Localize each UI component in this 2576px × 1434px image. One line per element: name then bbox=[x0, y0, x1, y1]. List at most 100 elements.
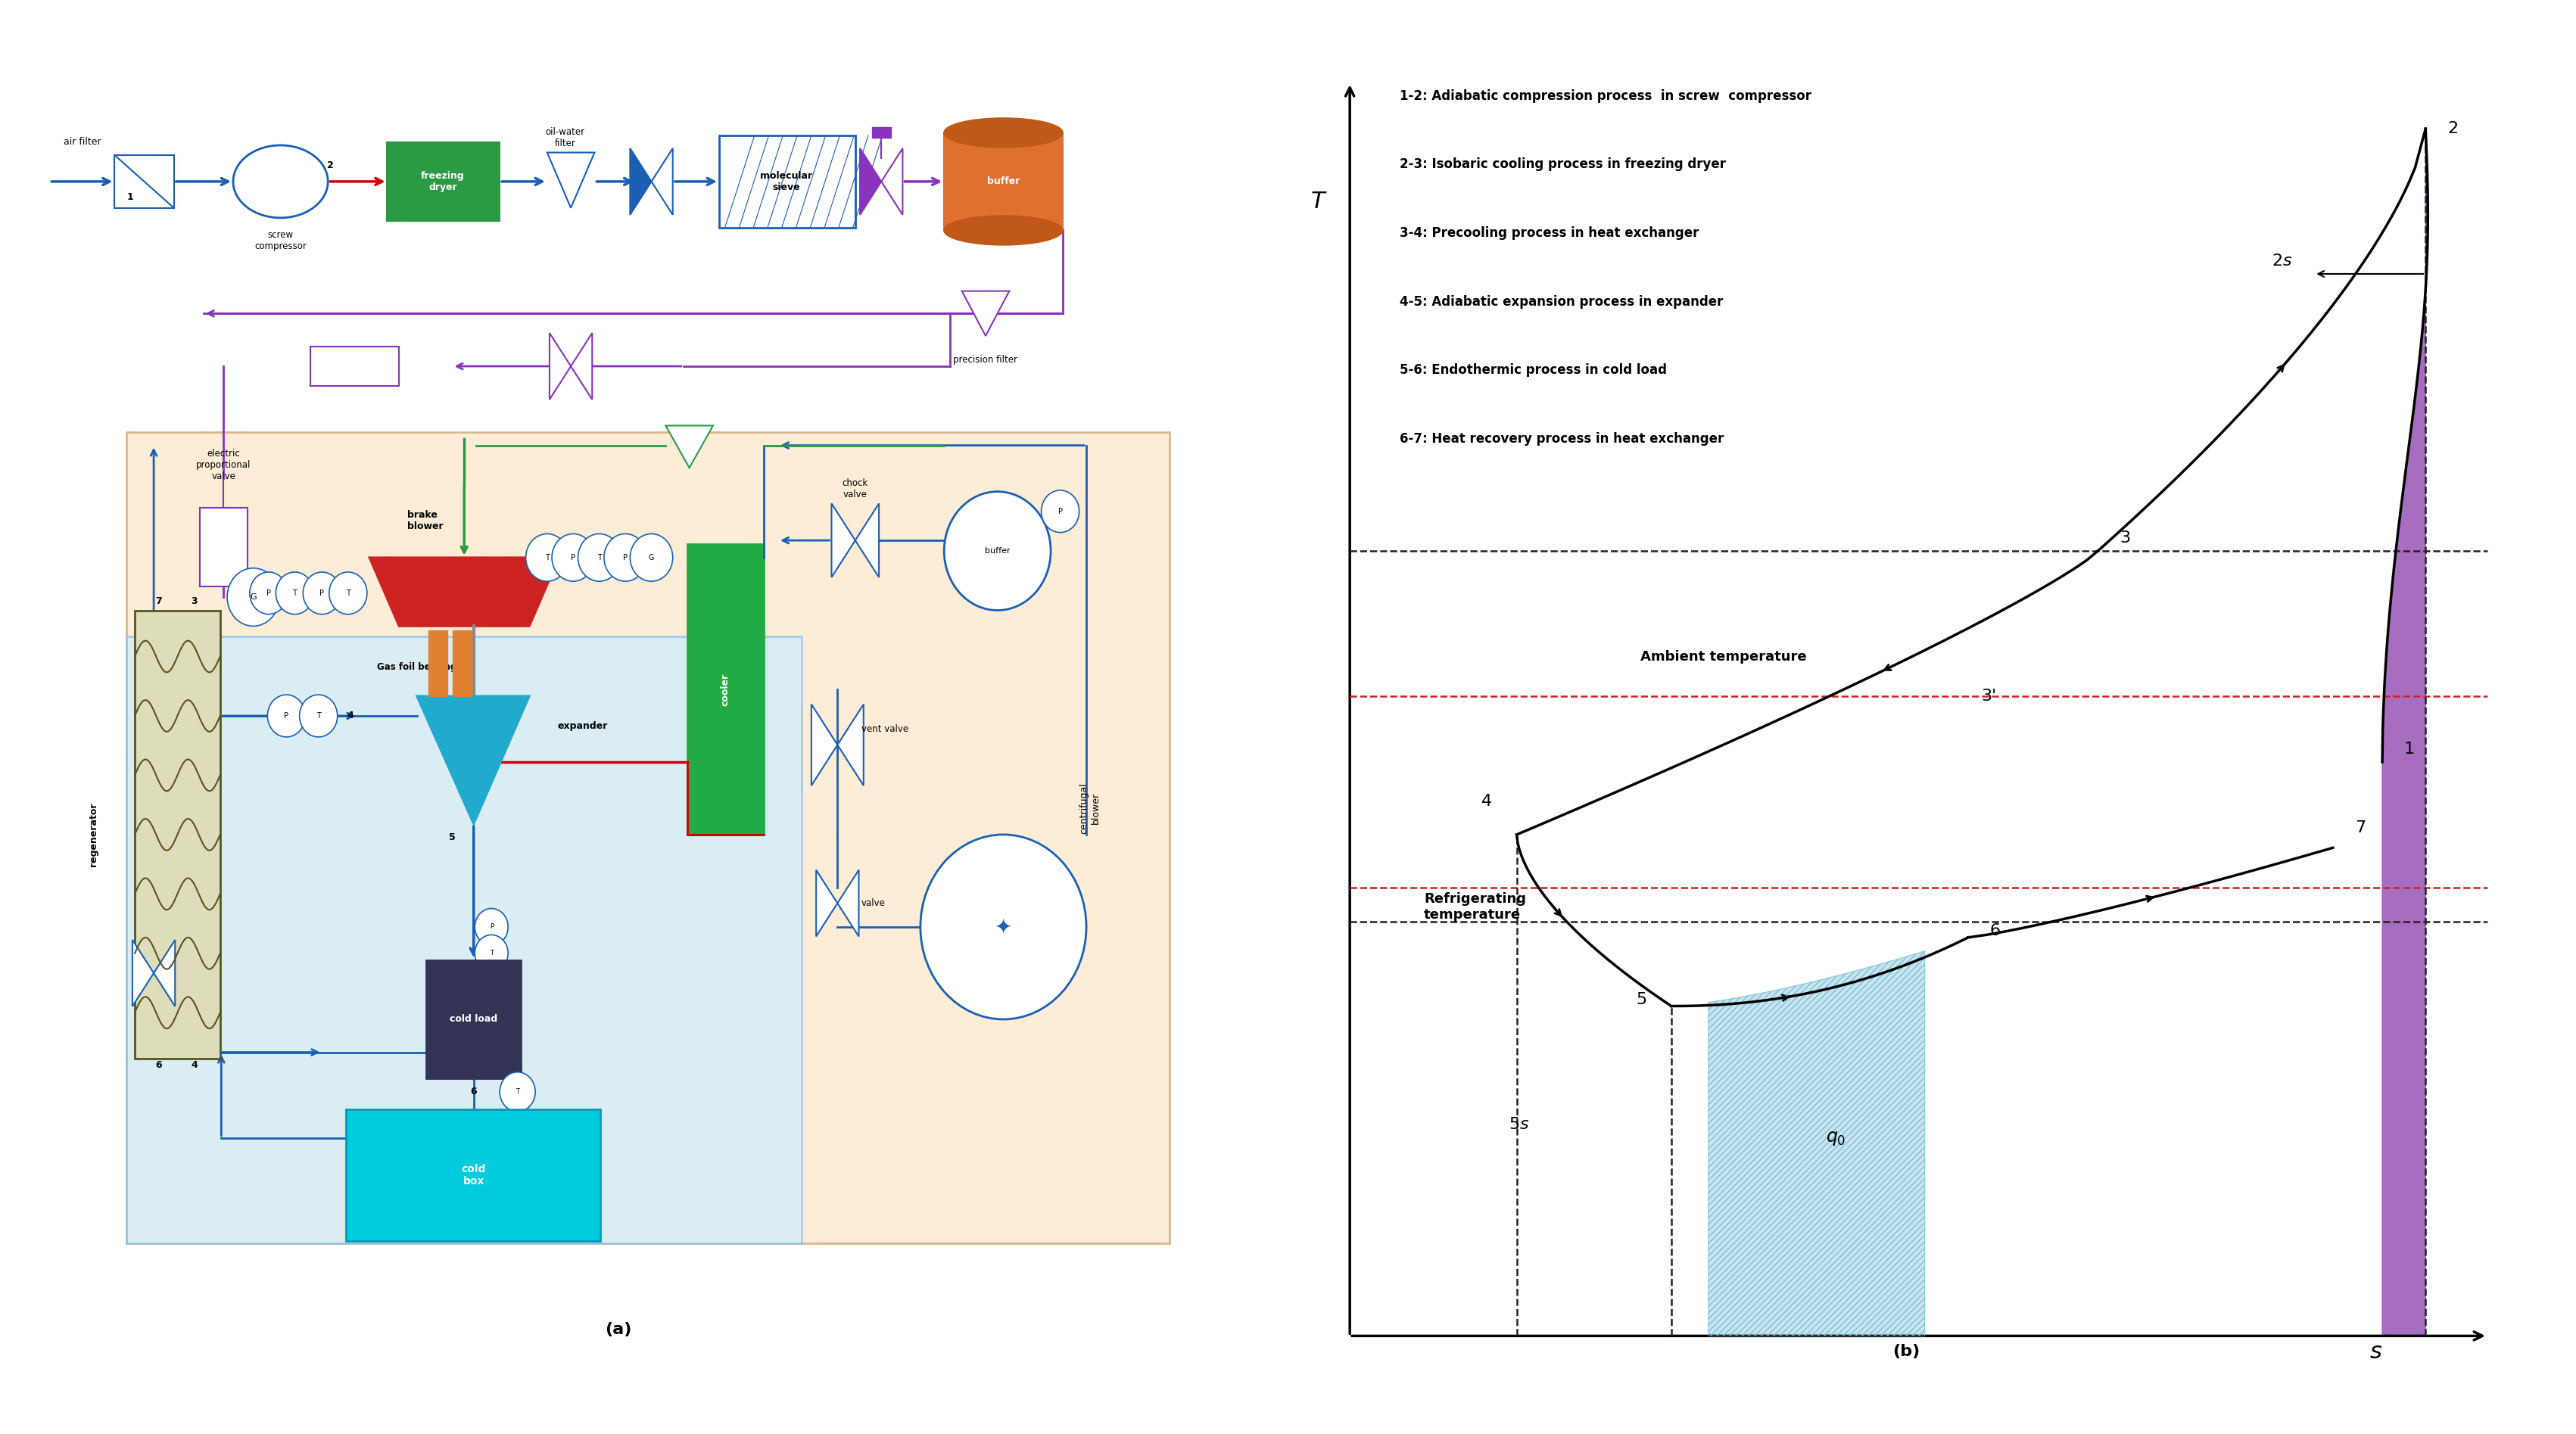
Bar bbox=[453, 630, 471, 695]
Circle shape bbox=[551, 533, 595, 581]
Text: 5: 5 bbox=[448, 832, 456, 842]
Text: G: G bbox=[250, 594, 258, 601]
Polygon shape bbox=[811, 704, 837, 786]
Text: 6-7: Heat recovery process in heat exchanger: 6-7: Heat recovery process in heat excha… bbox=[1399, 432, 1723, 446]
Bar bbox=[386, 142, 500, 221]
Polygon shape bbox=[417, 695, 531, 825]
Text: 6: 6 bbox=[155, 1061, 162, 1070]
Text: T: T bbox=[598, 554, 603, 561]
Text: cooler: cooler bbox=[719, 673, 729, 706]
Circle shape bbox=[603, 533, 647, 581]
Polygon shape bbox=[572, 333, 592, 400]
Text: 2: 2 bbox=[2447, 122, 2458, 136]
Text: 3': 3' bbox=[1981, 688, 1996, 704]
Circle shape bbox=[330, 572, 366, 614]
Circle shape bbox=[577, 533, 621, 581]
Text: valve: valve bbox=[860, 898, 886, 908]
Ellipse shape bbox=[943, 118, 1064, 148]
Text: 3: 3 bbox=[191, 597, 198, 607]
Text: Refrigerating
temperature: Refrigerating temperature bbox=[1425, 892, 1525, 922]
Text: precision filter: precision filter bbox=[953, 354, 1018, 364]
Text: P: P bbox=[572, 554, 574, 561]
Polygon shape bbox=[855, 503, 878, 578]
Text: electric
proportional
valve: electric proportional valve bbox=[196, 449, 250, 482]
Text: P: P bbox=[1059, 508, 1061, 515]
Bar bbox=[126, 637, 801, 1243]
Text: G: G bbox=[649, 554, 654, 561]
Text: (b): (b) bbox=[1893, 1344, 1919, 1359]
Text: air filter: air filter bbox=[64, 138, 100, 146]
Text: P: P bbox=[319, 589, 325, 597]
Text: P: P bbox=[623, 554, 629, 561]
Polygon shape bbox=[631, 148, 652, 215]
Bar bbox=[428, 630, 448, 695]
Text: Gas foil bearing: Gas foil bearing bbox=[376, 663, 456, 673]
Text: regenerator: regenerator bbox=[88, 803, 98, 866]
Bar bbox=[871, 128, 891, 138]
Circle shape bbox=[474, 935, 507, 972]
Text: freezing
dryer: freezing dryer bbox=[420, 171, 464, 192]
Text: T: T bbox=[317, 713, 319, 720]
Text: 3: 3 bbox=[2120, 531, 2130, 545]
Circle shape bbox=[227, 568, 278, 627]
Polygon shape bbox=[1708, 951, 1924, 1336]
Ellipse shape bbox=[234, 145, 327, 218]
Text: (a): (a) bbox=[605, 1322, 631, 1336]
Bar bbox=[309, 347, 399, 386]
Text: 7: 7 bbox=[155, 597, 162, 607]
Polygon shape bbox=[837, 704, 863, 786]
Polygon shape bbox=[201, 508, 247, 587]
Text: chock
valve: chock valve bbox=[842, 479, 868, 499]
Text: $T$: $T$ bbox=[1311, 191, 1327, 212]
Text: cold load: cold load bbox=[451, 1014, 497, 1024]
Text: 4-5: Adiabatic expansion process in expander: 4-5: Adiabatic expansion process in expa… bbox=[1399, 295, 1723, 308]
Bar bbox=[126, 432, 1170, 1243]
Text: $2s$: $2s$ bbox=[2272, 254, 2293, 268]
Text: expander: expander bbox=[556, 721, 608, 731]
Circle shape bbox=[631, 533, 672, 581]
Polygon shape bbox=[665, 426, 714, 467]
Polygon shape bbox=[368, 558, 559, 627]
Polygon shape bbox=[652, 148, 672, 215]
Bar bbox=[945, 133, 1064, 231]
Text: buffer: buffer bbox=[984, 548, 1010, 555]
Circle shape bbox=[500, 1073, 536, 1111]
Circle shape bbox=[474, 909, 507, 945]
Text: 6: 6 bbox=[1989, 923, 2002, 938]
Circle shape bbox=[920, 835, 1087, 1020]
Polygon shape bbox=[961, 291, 1010, 336]
Text: P: P bbox=[265, 589, 270, 597]
Text: 6: 6 bbox=[471, 1087, 477, 1097]
Text: P: P bbox=[489, 923, 495, 931]
Bar bbox=[688, 545, 765, 835]
Text: 2: 2 bbox=[327, 161, 335, 171]
Circle shape bbox=[943, 492, 1051, 611]
Text: T: T bbox=[345, 589, 350, 597]
Circle shape bbox=[299, 694, 337, 737]
Polygon shape bbox=[546, 152, 595, 208]
Text: screw
compressor: screw compressor bbox=[255, 231, 307, 251]
Text: 4: 4 bbox=[191, 1061, 198, 1070]
Text: P: P bbox=[283, 713, 289, 720]
Polygon shape bbox=[549, 333, 572, 400]
Text: 1: 1 bbox=[126, 192, 134, 202]
Text: 4: 4 bbox=[1481, 794, 1492, 809]
Bar bbox=[134, 611, 219, 1058]
Text: $s$: $s$ bbox=[2370, 1341, 2383, 1362]
Circle shape bbox=[276, 572, 314, 614]
Bar bbox=[719, 135, 855, 228]
Text: 3-4: Precooling process in heat exchanger: 3-4: Precooling process in heat exchange… bbox=[1399, 227, 1698, 239]
Ellipse shape bbox=[943, 217, 1064, 245]
Text: cold
box: cold box bbox=[461, 1163, 487, 1186]
Text: Ambient temperature: Ambient temperature bbox=[1641, 650, 1806, 664]
Text: 1: 1 bbox=[2403, 741, 2414, 756]
Text: molecular
sieve: molecular sieve bbox=[760, 171, 811, 192]
Text: centrifugal
blower: centrifugal blower bbox=[1079, 783, 1100, 833]
Text: brake
blower: brake blower bbox=[407, 511, 443, 531]
Text: ✦: ✦ bbox=[994, 916, 1012, 938]
Bar bbox=[345, 1108, 600, 1240]
Polygon shape bbox=[131, 939, 155, 1007]
Text: buffer: buffer bbox=[987, 176, 1020, 186]
Circle shape bbox=[526, 533, 569, 581]
Polygon shape bbox=[832, 503, 855, 578]
